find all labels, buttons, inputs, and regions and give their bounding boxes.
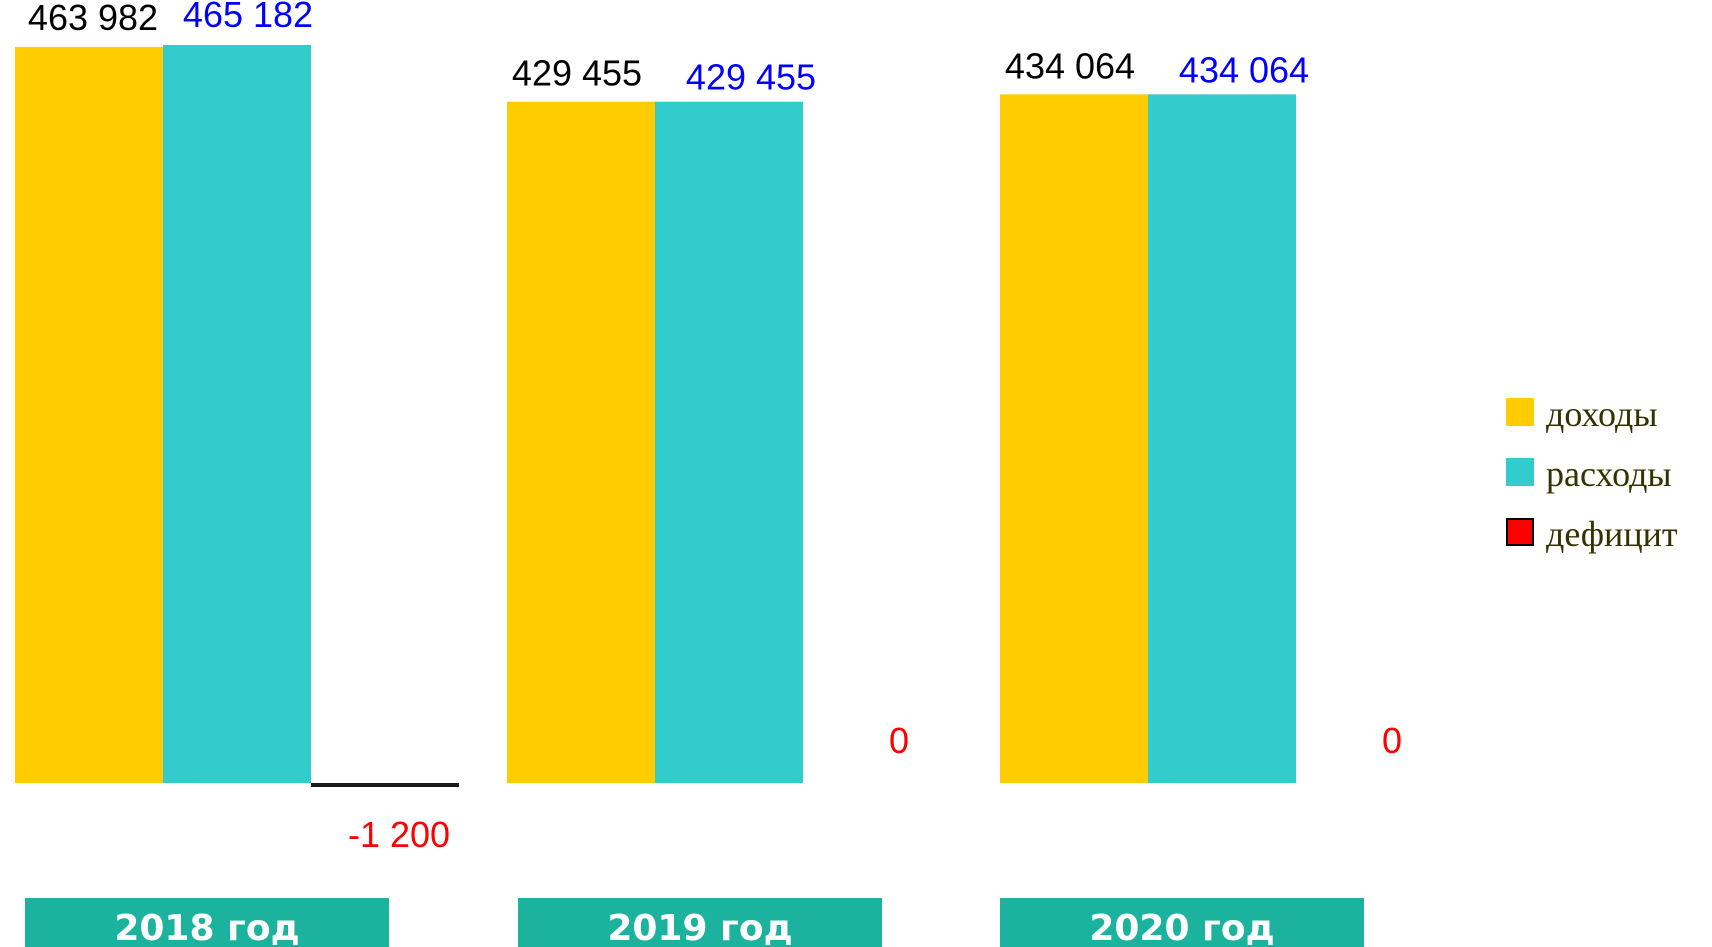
category-box-1 <box>518 898 882 947</box>
data-label-дефицит-1: 0 <box>889 720 909 761</box>
data-label-доходы-2: 434 064 <box>1005 45 1135 86</box>
bar-доходы-2 <box>1000 94 1148 783</box>
data-label-расходы-0: 465 182 <box>183 0 313 35</box>
bar-дефицит-0 <box>311 783 459 787</box>
legend-swatch-доходы <box>1506 398 1534 426</box>
legend-label-дефицит: дефицит <box>1546 514 1678 554</box>
bar-доходы-0 <box>15 46 163 784</box>
legend-label-расходы: расходы <box>1546 454 1672 494</box>
legend-swatch-дефицит <box>1506 518 1534 546</box>
data-label-дефицит-2: 0 <box>1382 720 1402 761</box>
category-label-1: 2019 год <box>607 908 792 947</box>
data-label-дефицит-0: -1 200 <box>348 814 450 855</box>
data-label-расходы-1: 429 455 <box>686 57 816 98</box>
bar-расходы-2 <box>1148 94 1296 783</box>
category-label-0: 2018 год <box>114 908 299 947</box>
bar-расходы-0 <box>163 45 311 783</box>
bar-расходы-1 <box>655 101 803 783</box>
data-label-доходы-1: 429 455 <box>512 53 642 94</box>
bar-доходы-1 <box>507 101 655 783</box>
category-label-2: 2020 год <box>1089 908 1274 947</box>
data-label-доходы-0: 463 982 <box>28 0 158 38</box>
category-box-2 <box>1000 898 1364 947</box>
legend-label-доходы: доходы <box>1546 394 1658 434</box>
category-box-0 <box>25 898 389 947</box>
data-label-расходы-2: 434 064 <box>1179 49 1309 90</box>
legend-swatch-расходы <box>1506 458 1534 486</box>
